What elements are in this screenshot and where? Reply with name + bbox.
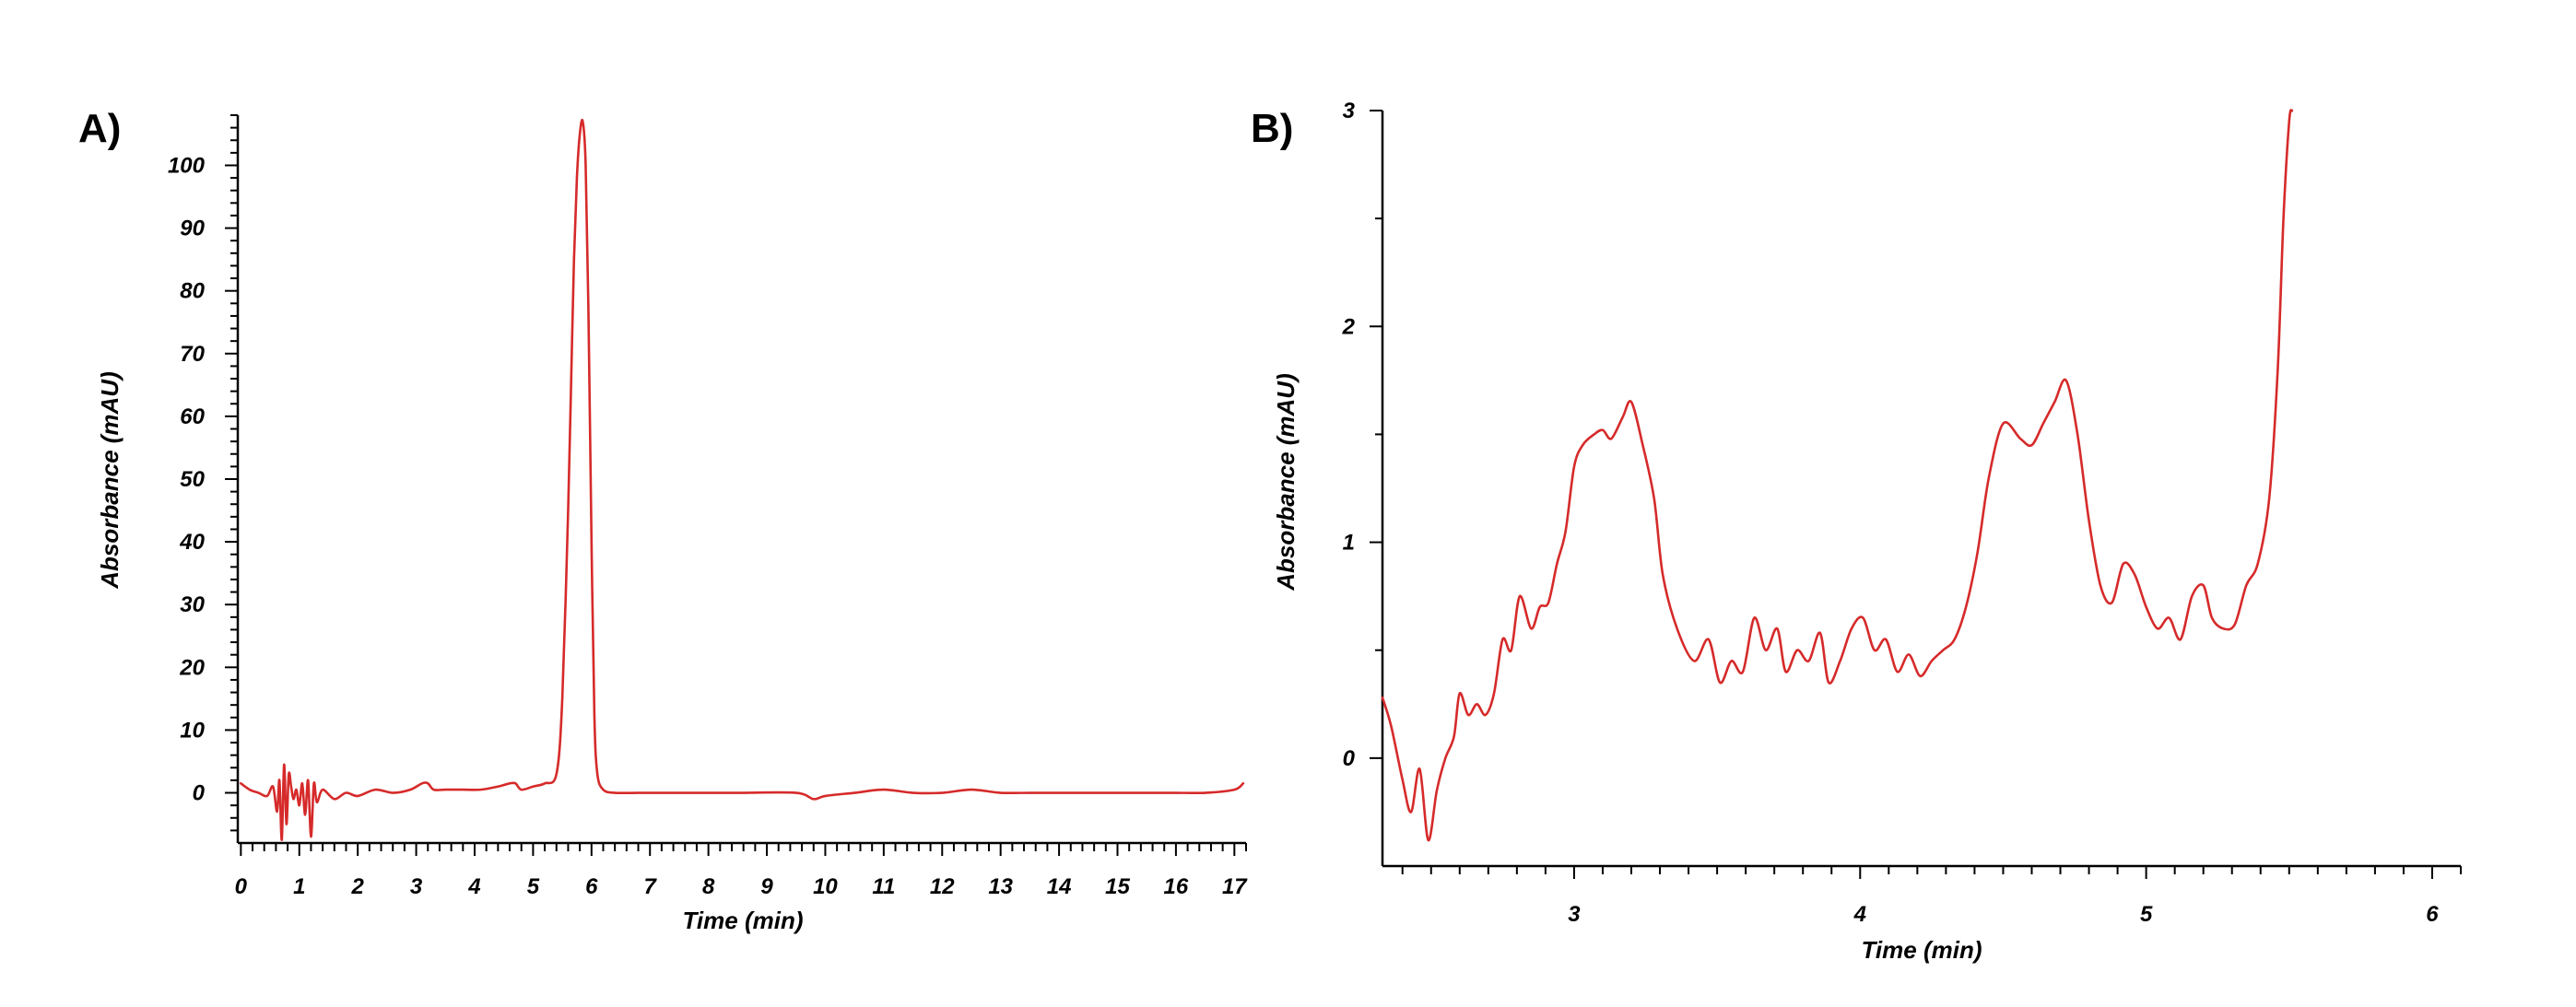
panel-a-x-tick-label: 12	[930, 874, 955, 899]
panel-a-y-tick-label: 30	[180, 592, 205, 617]
panel-b-label: B)	[1251, 106, 1293, 151]
panel-a-x-tick-label: 5	[527, 874, 540, 899]
panel-a-x-tick-label: 8	[702, 874, 715, 899]
panel-a-x-tick-label: 11	[872, 874, 895, 899]
panel-b-x-tick-label: 5	[2140, 902, 2153, 927]
panel-a-x-tick-label: 6	[585, 874, 598, 899]
panel-a-x-tick-label: 9	[760, 874, 773, 899]
panel-a-label: A)	[78, 106, 121, 151]
panel-b-series-line-0	[1381, 109, 2294, 842]
panel-a-y-tick-label: 20	[179, 655, 205, 680]
panel-a-y-tick-label: 70	[180, 342, 205, 367]
panel-a-x-tick-label: 14	[1047, 874, 1072, 899]
panel-a-x-tick-label: 7	[644, 874, 658, 899]
panel-a-x-tick-label: 2	[350, 874, 364, 899]
panel-a-x-tick-label: 3	[410, 874, 423, 899]
panel-b-x-axis-title: Time (min)	[1862, 936, 1982, 964]
panel-a-y-tick-label: 80	[180, 279, 205, 304]
panel-b-x-tick-label: 4	[1853, 902, 1866, 927]
panel-a-y-tick-label: 100	[168, 153, 206, 178]
panel-a-x-axis-title: Time (min)	[683, 907, 804, 934]
panel-a-y-tick-label: 60	[180, 404, 205, 429]
panel-b-y-axis-title: Absorbance (mAU)	[1272, 373, 1300, 591]
panel-a-x-tick-label: 0	[235, 874, 248, 899]
panel-a-y-tick-label: 40	[179, 530, 205, 555]
panel-b-x-tick-label: 3	[1568, 902, 1581, 927]
panel-a-x-tick-label: 16	[1164, 874, 1189, 899]
panel-a-series-line-0	[240, 118, 1245, 841]
panel-a-x-tick-label: 10	[813, 874, 838, 899]
panel-a-x-tick-label: 4	[467, 874, 480, 899]
panel-b-x-tick-label: 6	[2426, 902, 2439, 927]
panel-a-y-tick-label: 0	[193, 781, 206, 806]
panel-a-y-tick-label: 10	[180, 718, 205, 743]
panel-a-x-tick-label: 17	[1222, 874, 1248, 899]
panel-b-chart: B) Absorbance (mAU) Time (min) 3 4 5 6 0 1 2 3	[1251, 99, 2462, 964]
panel-a-y-axis-title: Absorbance (mAU)	[96, 371, 124, 589]
panel-b-y-tick-label: 2	[1342, 314, 1356, 339]
panel-a-y-tick-label: 90	[180, 217, 205, 241]
panel-a-x-tick-label: 1	[293, 874, 305, 899]
panel-a-x-tick-label: 13	[988, 874, 1013, 899]
panel-a-x-tick-label: 15	[1105, 874, 1130, 899]
panel-b-y-tick-label: 1	[1343, 531, 1355, 556]
panel-a-y-tick-label: 50	[180, 467, 205, 492]
panel-b-y-tick-label: 0	[1343, 746, 1356, 771]
panel-b-y-tick-label: 3	[1343, 99, 1356, 123]
